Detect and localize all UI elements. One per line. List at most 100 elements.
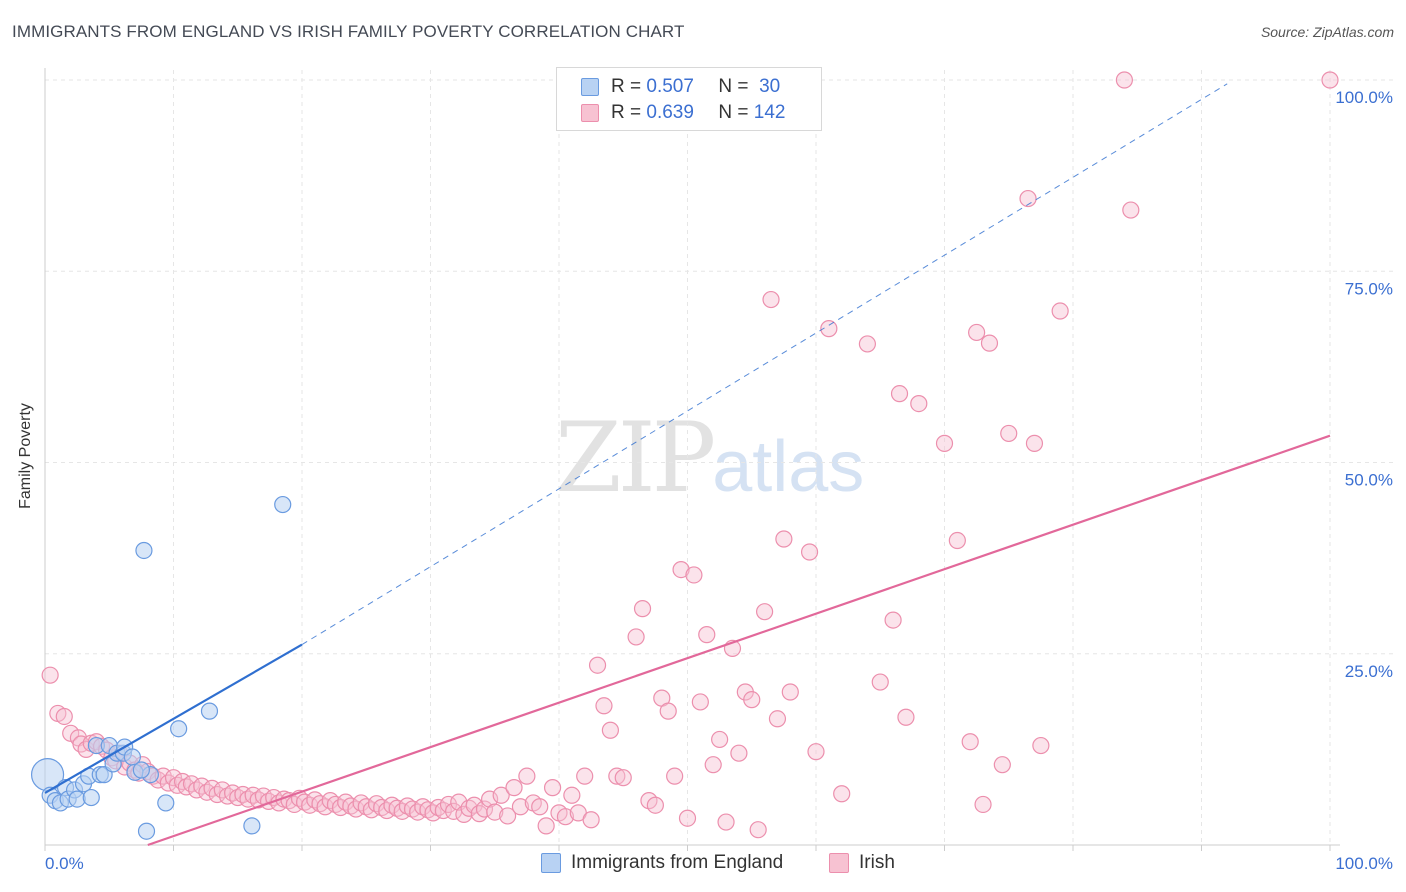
england-point bbox=[82, 788, 100, 807]
irish-point bbox=[627, 628, 645, 646]
irish-point bbox=[672, 560, 690, 579]
source-label: Source: ZipAtlas.com bbox=[1260, 24, 1394, 40]
irish-point bbox=[871, 673, 889, 691]
x-tick-label: 100.0% bbox=[1335, 854, 1393, 873]
legend-r-value: 0.507 bbox=[646, 76, 694, 97]
irish-point bbox=[582, 811, 600, 829]
legend-swatch-england bbox=[581, 78, 599, 96]
irish-point bbox=[601, 721, 620, 739]
england-trend-line bbox=[44, 643, 303, 794]
irish-point bbox=[1115, 71, 1134, 89]
england-point bbox=[137, 822, 156, 840]
irish-point bbox=[563, 786, 581, 804]
irish-point bbox=[595, 697, 613, 715]
irish-point bbox=[910, 394, 928, 413]
irish-point bbox=[948, 531, 966, 550]
irish-point bbox=[659, 702, 677, 720]
y-tick-label: 50.0% bbox=[1345, 471, 1393, 490]
legend-n-label: N = bbox=[718, 76, 749, 97]
irish-point bbox=[762, 290, 780, 309]
irish-point bbox=[711, 730, 729, 749]
irish-point bbox=[576, 767, 594, 785]
irish-point bbox=[55, 707, 73, 726]
irish-point bbox=[968, 323, 986, 342]
irish-point bbox=[800, 543, 819, 561]
irish-point bbox=[807, 743, 825, 761]
irish-point bbox=[775, 530, 793, 548]
stats-legend: R = 0.507 N = 30 R = 0.639 N = 142 bbox=[556, 67, 822, 131]
irish-point bbox=[633, 600, 652, 618]
irish-point bbox=[698, 626, 716, 644]
irish-point bbox=[755, 603, 774, 621]
irish-trend-line bbox=[147, 434, 1331, 847]
irish-point bbox=[691, 693, 709, 711]
legend-r-label: R = bbox=[611, 102, 642, 123]
legend-r-label: R = bbox=[611, 76, 642, 97]
bottom-legend-swatch-england bbox=[541, 853, 561, 873]
watermark-atlas: atlas bbox=[712, 427, 865, 507]
irish-point bbox=[1122, 201, 1140, 219]
irish-point bbox=[1025, 434, 1044, 452]
irish-point bbox=[1019, 189, 1037, 208]
irish-point bbox=[717, 813, 735, 831]
england-point bbox=[157, 794, 175, 812]
legend-r-value: 0.639 bbox=[646, 102, 694, 123]
irish-point bbox=[492, 786, 510, 804]
irish-point bbox=[505, 779, 523, 797]
irish-point bbox=[704, 756, 722, 774]
bottom-legend-swatch-irish bbox=[829, 853, 849, 873]
bottom-legend-label-england: Immigrants from England bbox=[571, 852, 784, 873]
irish-point bbox=[935, 434, 954, 452]
irish-point bbox=[499, 807, 517, 825]
england-point bbox=[170, 720, 188, 738]
irish-point bbox=[614, 769, 632, 787]
watermark: ZIPatlas bbox=[555, 402, 864, 514]
bottom-legend-england: Immigrants from England bbox=[541, 852, 783, 874]
x-tick-label: 0.0% bbox=[45, 854, 84, 873]
irish-point bbox=[820, 320, 838, 338]
irish-point bbox=[974, 795, 992, 814]
irish-point bbox=[993, 756, 1011, 774]
england-trend-extension bbox=[301, 83, 1228, 645]
irish-point bbox=[465, 796, 483, 814]
irish-point bbox=[781, 683, 799, 701]
england-point bbox=[132, 761, 150, 779]
bottom-legend-irish: Irish bbox=[829, 852, 895, 874]
legend-n-value: 30 bbox=[759, 76, 781, 97]
bottom-legend-label-irish: Irish bbox=[859, 852, 895, 873]
legend-row-england: R = 0.507 N = 30 bbox=[581, 75, 780, 99]
irish-point bbox=[768, 710, 787, 728]
irish-point bbox=[537, 817, 555, 835]
england-point bbox=[274, 495, 292, 514]
irish-point bbox=[833, 785, 851, 803]
irish-point bbox=[897, 708, 915, 726]
irish-point bbox=[608, 767, 626, 785]
england-point bbox=[68, 790, 86, 808]
y-tick-label: 25.0% bbox=[1345, 662, 1393, 681]
irish-point bbox=[556, 808, 575, 826]
irish-point bbox=[1051, 302, 1069, 320]
watermark-zip: ZIP bbox=[555, 402, 716, 514]
irish-point bbox=[1032, 736, 1050, 755]
irish-point bbox=[890, 385, 909, 403]
irish-point bbox=[884, 611, 902, 629]
irish-point bbox=[475, 800, 494, 818]
irish-point bbox=[858, 335, 877, 353]
irish-point bbox=[749, 821, 767, 839]
irish-point bbox=[588, 656, 607, 674]
irish-point bbox=[41, 666, 59, 684]
irish-point bbox=[980, 334, 999, 352]
chart-title: IMMIGRANTS FROM ENGLAND VS IRISH FAMILY … bbox=[12, 22, 685, 41]
irish-point bbox=[666, 767, 684, 785]
legend-swatch-irish bbox=[581, 104, 599, 122]
irish-point bbox=[646, 796, 664, 814]
irish-point bbox=[961, 733, 979, 751]
y-tick-label: 100.0% bbox=[1335, 88, 1393, 107]
irish-point bbox=[511, 798, 530, 816]
irish-point bbox=[531, 798, 549, 816]
england-point bbox=[135, 541, 153, 560]
y-tick-label: 75.0% bbox=[1345, 279, 1393, 298]
irish-point bbox=[543, 779, 562, 797]
irish-point bbox=[678, 809, 697, 827]
